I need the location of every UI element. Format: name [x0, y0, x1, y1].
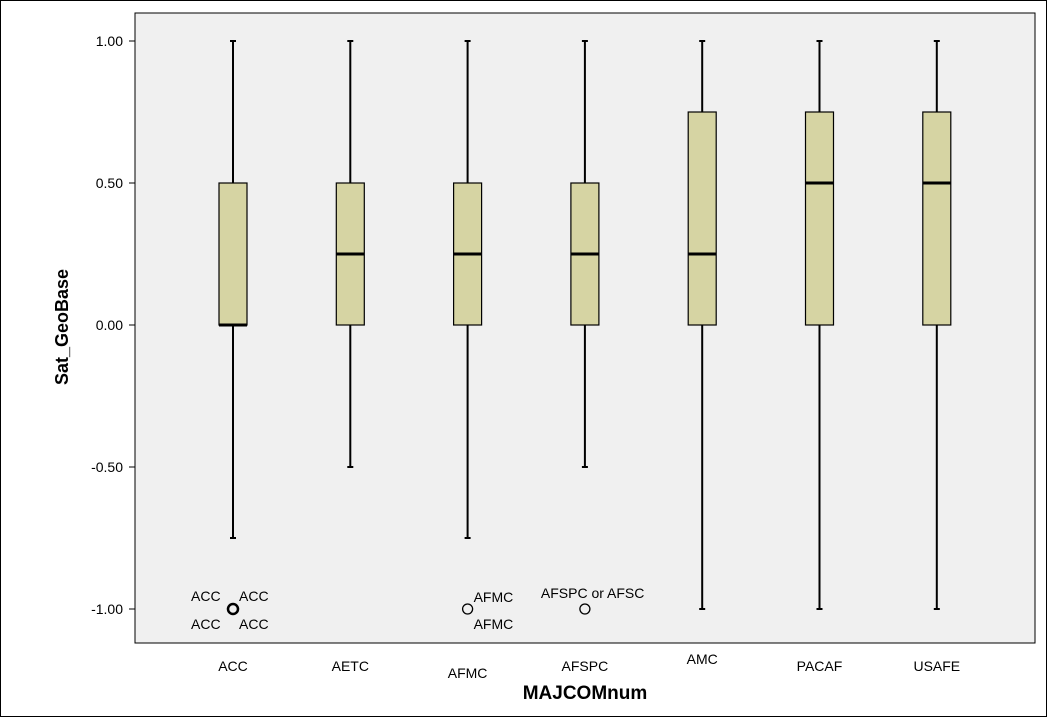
y-tick-label: -1.00: [91, 601, 123, 617]
y-axis: 1.00 0.50 0.00 -0.50 -1.00: [91, 33, 135, 617]
x-tick-label: AFSPC: [562, 658, 609, 674]
outlier-label: AFSPC or AFSC: [541, 585, 644, 601]
x-axis: ACC AETC AFMC AFSPC AMC PACAF USAFE: [218, 651, 960, 681]
y-axis-title: Sat_GeoBase: [52, 269, 72, 385]
x-tick-label: AFMC: [448, 665, 488, 681]
box-amc: [687, 40, 717, 610]
outlier-label: ACC: [239, 588, 269, 604]
y-tick-label: 1.00: [96, 33, 123, 49]
box-iqr: [687, 111, 717, 326]
outlier-label: ACC: [239, 616, 269, 632]
outlier-label: AFMC: [474, 589, 514, 605]
box-iqr: [804, 111, 835, 326]
x-axis-title: MAJCOMnum: [523, 683, 648, 704]
box-series: ACC ACC ACC ACC AFMC AFMC AFSPC or AFSC: [191, 40, 952, 632]
box-usafe: [922, 40, 952, 610]
outlier-point: [461, 603, 474, 615]
box-acc: ACC ACC ACC ACC: [191, 40, 269, 632]
outlier-point: [226, 602, 240, 616]
box-afmc: AFMC AFMC: [453, 40, 514, 632]
outlier-point: [579, 603, 591, 615]
box-iqr: [922, 111, 952, 326]
box-iqr: [218, 182, 248, 326]
box-pacaf: [804, 40, 835, 610]
box-afspc: AFSPC or AFSC: [541, 40, 644, 615]
outlier-label: AFMC: [474, 616, 514, 632]
x-tick-label: ACC: [218, 658, 248, 674]
box-aetc: [335, 40, 365, 468]
y-tick-label: 0.00: [96, 317, 123, 333]
x-tick-label: AMC: [687, 651, 718, 667]
x-tick-label: USAFE: [913, 658, 960, 674]
y-tick-label: -0.50: [91, 459, 123, 475]
outlier-label: ACC: [191, 616, 221, 632]
y-tick-label: 0.50: [96, 175, 123, 191]
outlier-label: ACC: [191, 588, 221, 604]
x-tick-label: AETC: [332, 658, 369, 674]
x-tick-label: PACAF: [797, 658, 843, 674]
